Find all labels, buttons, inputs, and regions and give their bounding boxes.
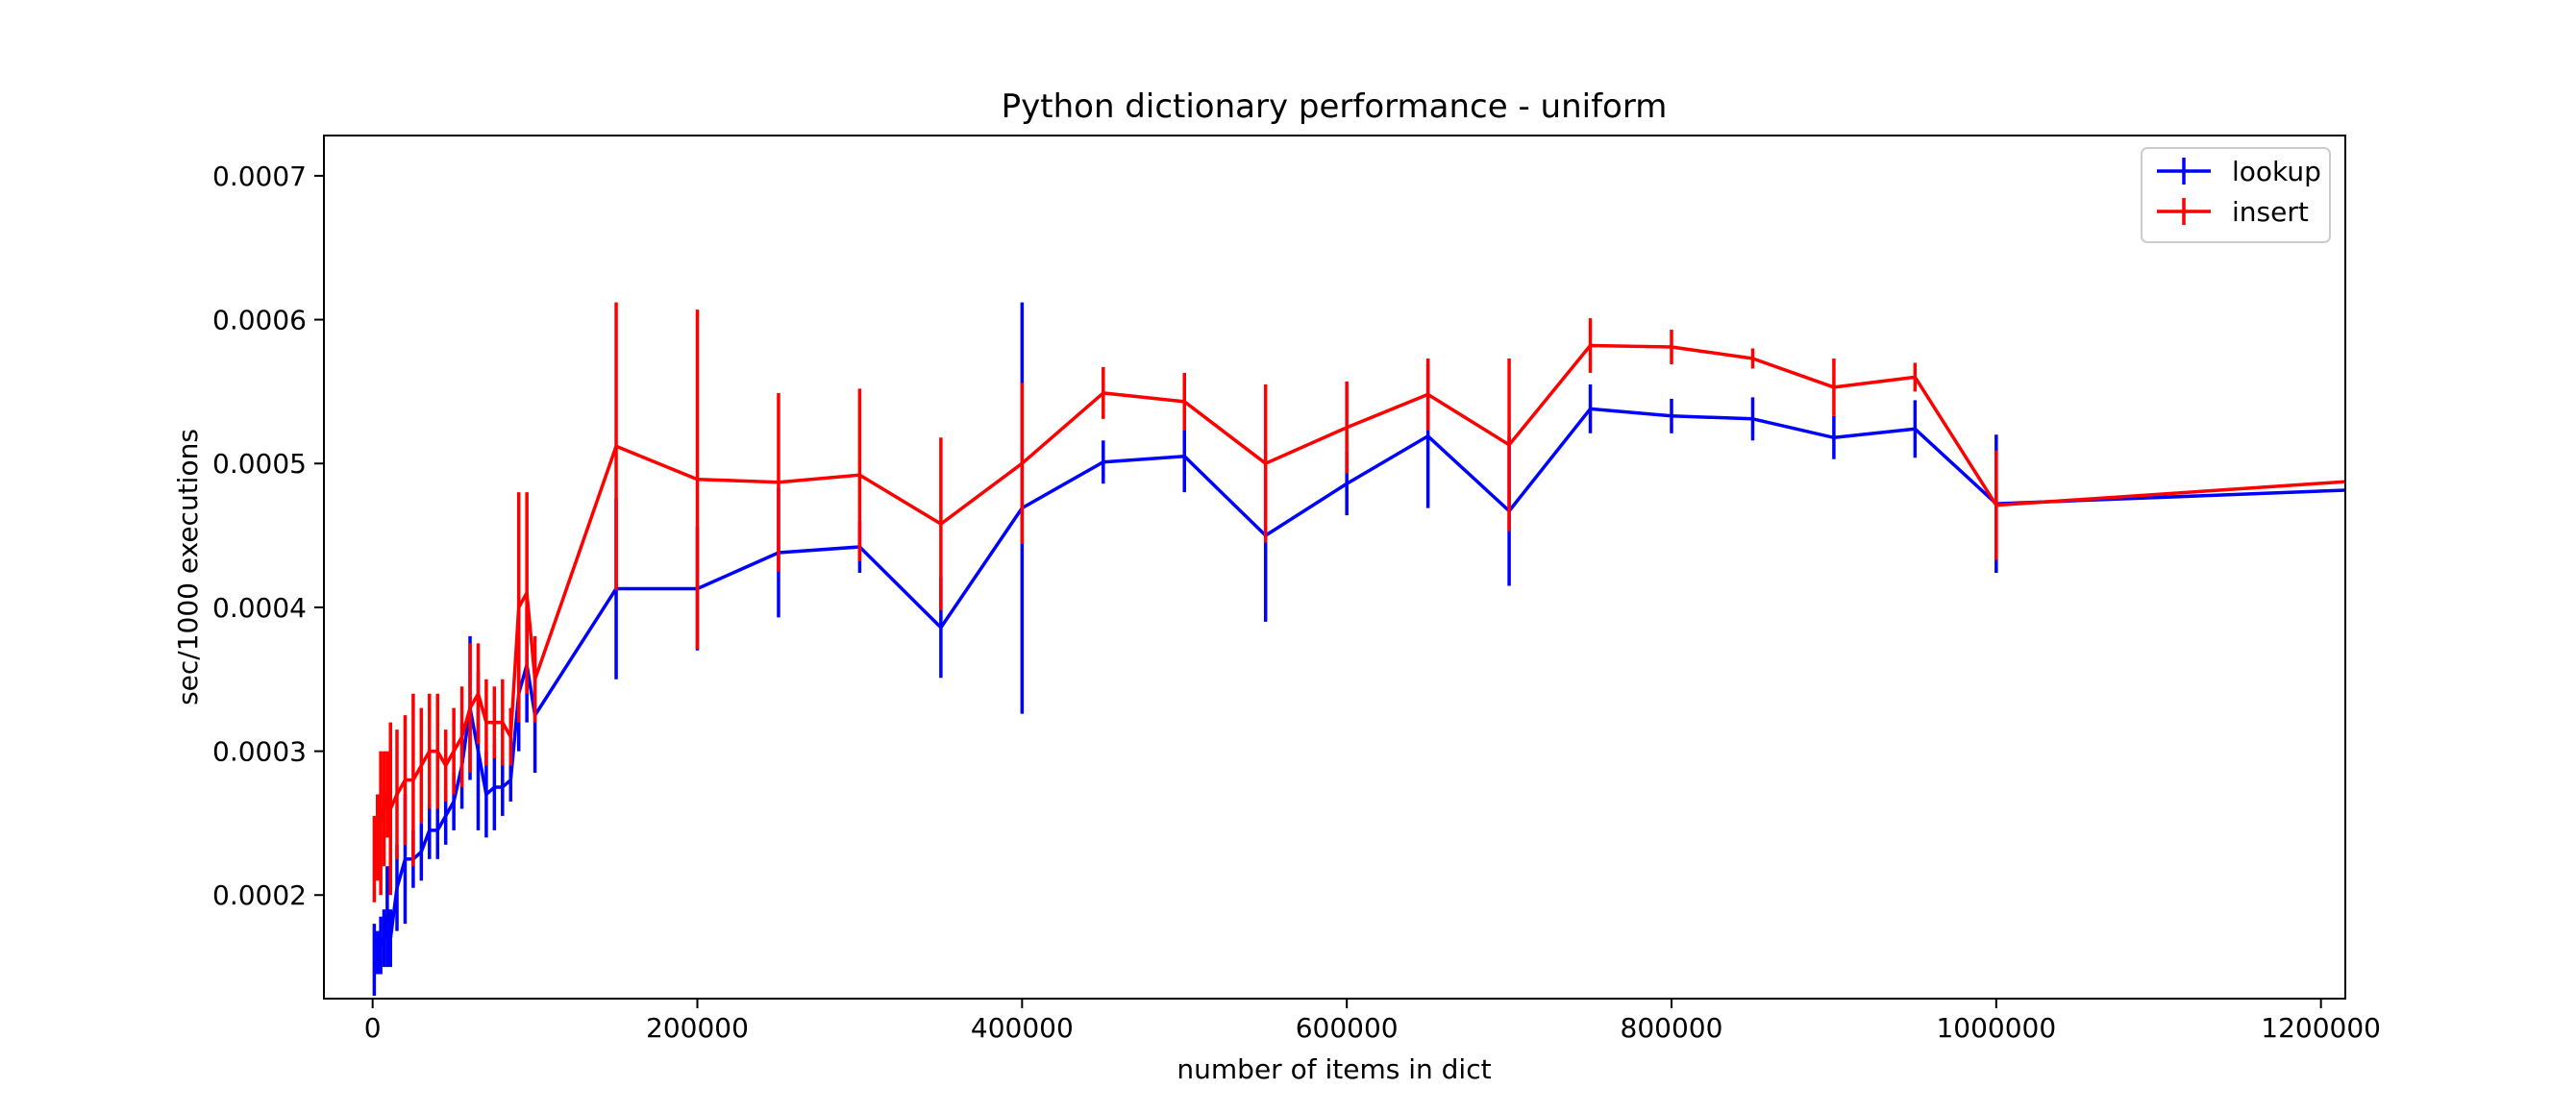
x-tick-label: 200000 — [646, 1012, 749, 1044]
chart-title: Python dictionary performance - uniform — [1002, 87, 1668, 126]
y-tick-label: 0.0006 — [212, 305, 307, 336]
y-tick-label: 0.0003 — [212, 736, 307, 768]
legend-label: insert — [2232, 196, 2309, 228]
legend-entry-insert: insert — [2157, 196, 2309, 228]
series-lookup — [372, 302, 2345, 997]
x-tick-label: 0 — [364, 1012, 382, 1044]
legend-label: lookup — [2232, 156, 2321, 187]
plot-frame — [323, 135, 2346, 1000]
x-tick-label: 800000 — [1621, 1012, 1723, 1044]
x-axis-label: number of items in dict — [1177, 1053, 1491, 1085]
series-insert — [372, 302, 2345, 903]
x-tick-label: 400000 — [971, 1012, 1074, 1044]
x-tick-label: 600000 — [1296, 1012, 1399, 1044]
y-axis-label: sec/1000 executions — [172, 429, 204, 705]
y-tick-label: 0.0002 — [212, 879, 307, 911]
x-tick-label: 1200000 — [2261, 1012, 2381, 1044]
insert-line — [372, 343, 2345, 860]
x-tick-label: 1000000 — [1936, 1012, 2056, 1044]
lookup-line — [372, 407, 2345, 961]
legend-entry-lookup: lookup — [2157, 156, 2321, 187]
y-tick-label: 0.0004 — [212, 592, 307, 624]
y-tick-label: 0.0005 — [212, 448, 307, 480]
legend: lookup insert — [2141, 147, 2331, 243]
y-tick-label: 0.0007 — [212, 161, 307, 192]
